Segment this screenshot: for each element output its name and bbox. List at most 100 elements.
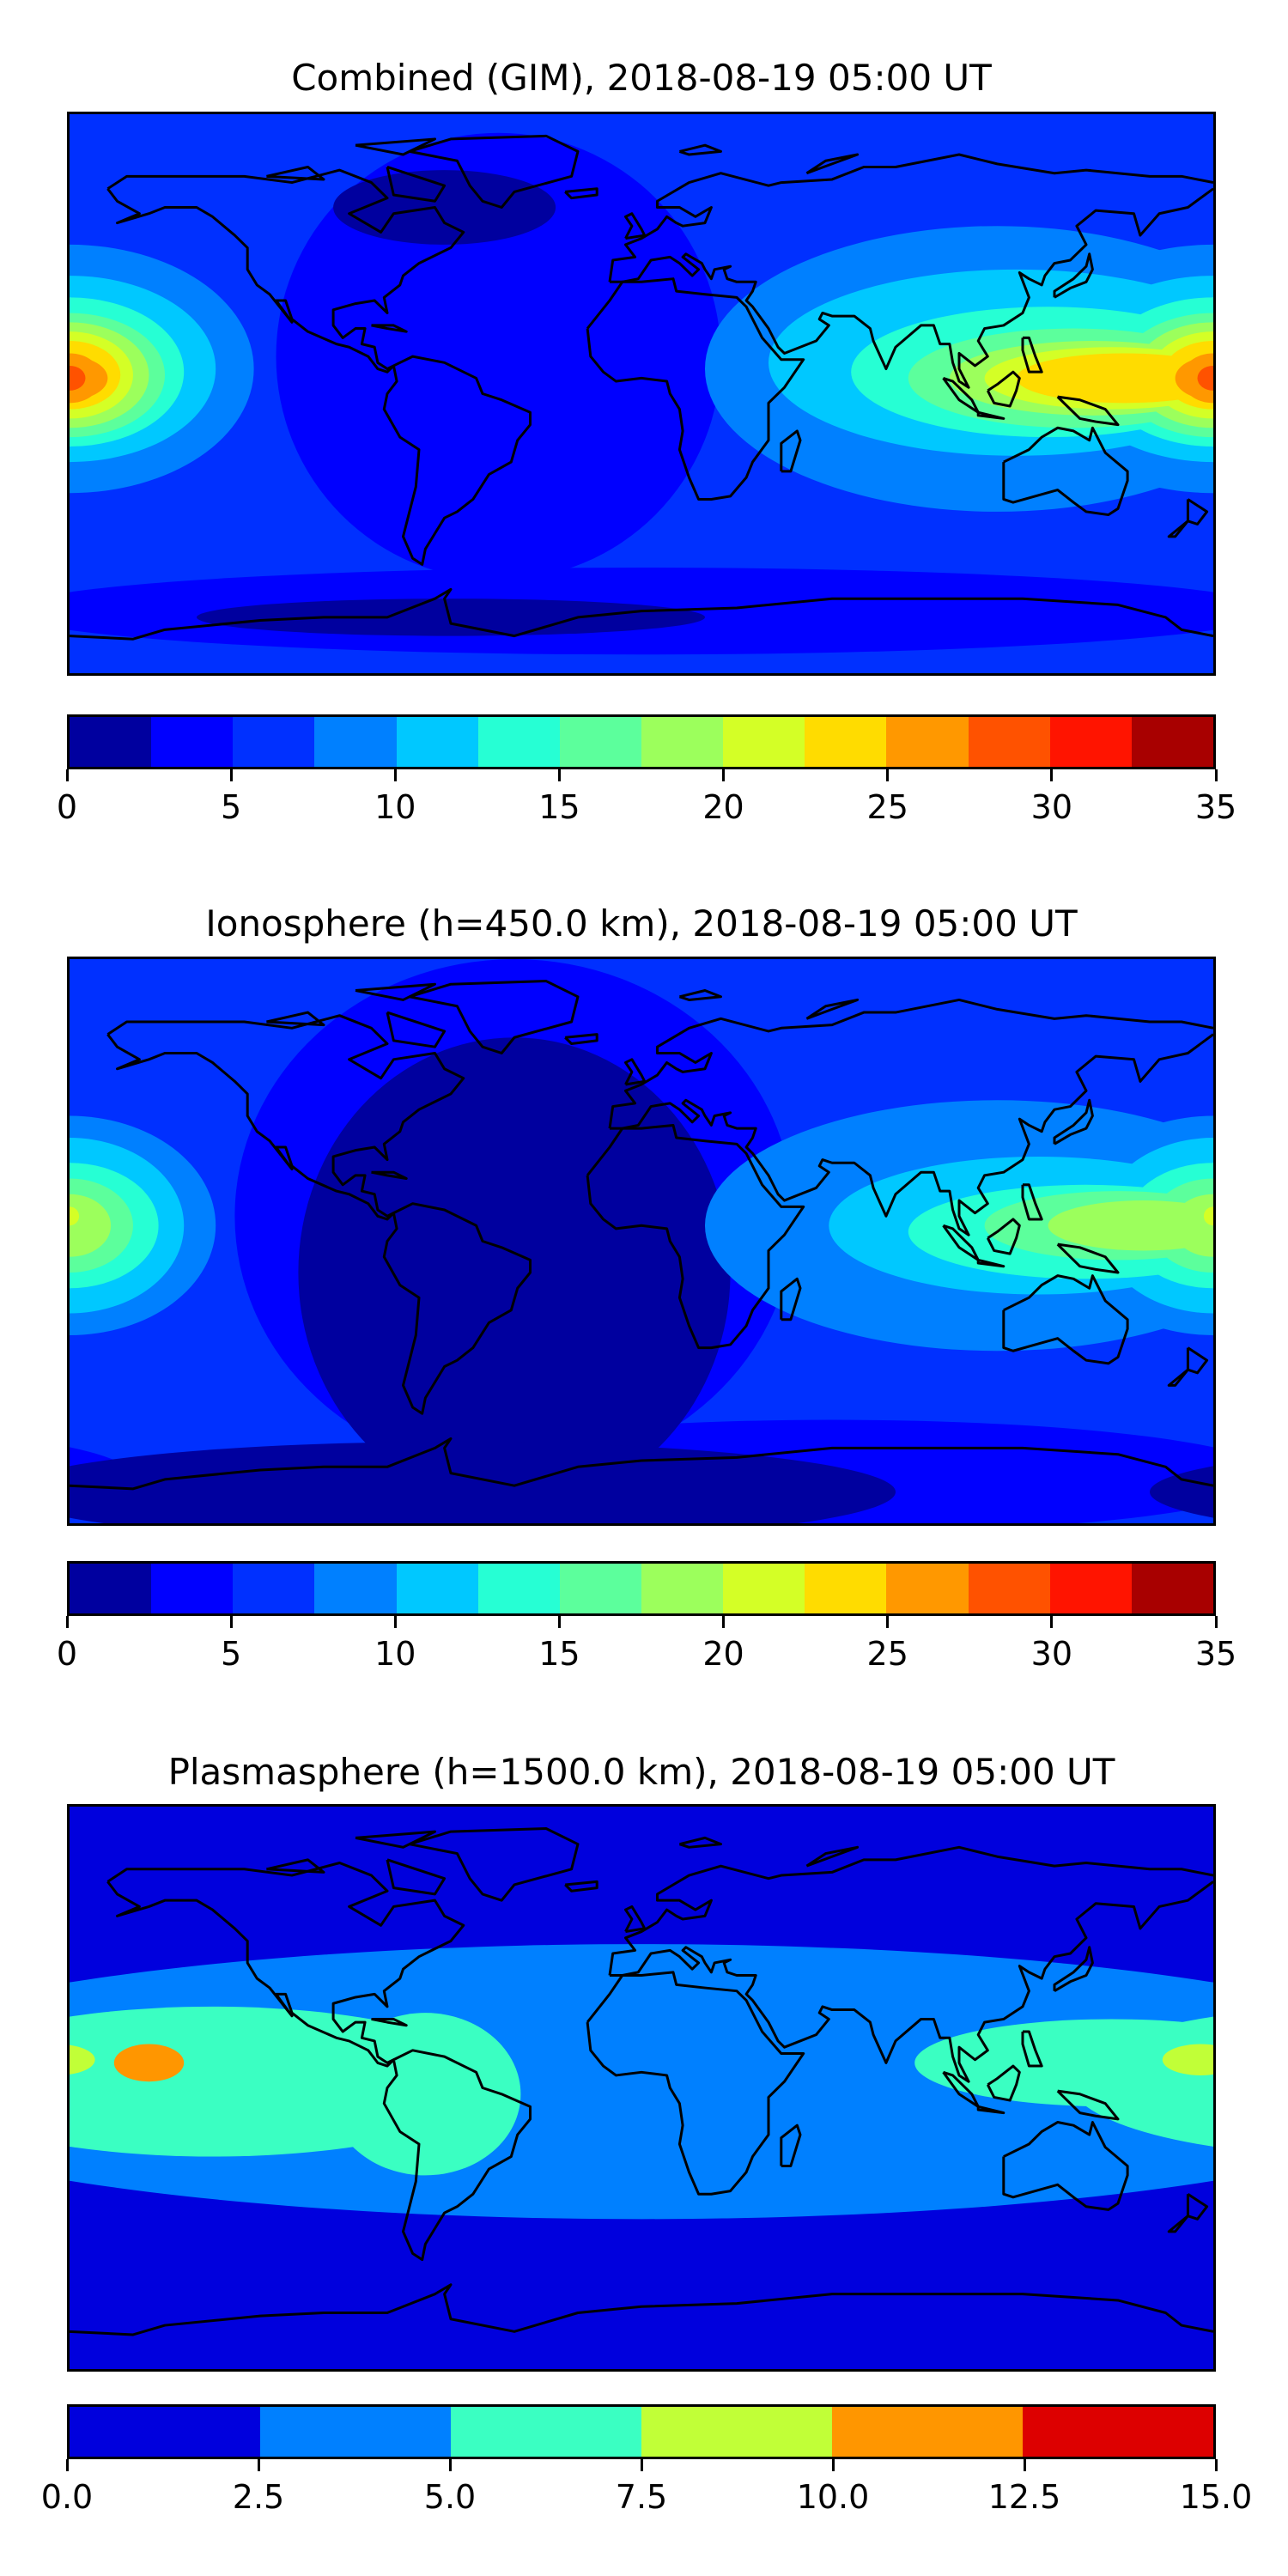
coastline xyxy=(978,2106,1004,2112)
coastline xyxy=(610,1035,1213,1236)
contour-level-7 xyxy=(1171,1194,1213,1257)
colorbar-tick-label: 7.5 xyxy=(615,2478,668,2516)
coastline xyxy=(806,155,857,173)
coastline xyxy=(410,1828,578,1900)
contour-level-0 xyxy=(70,1442,896,1523)
coastline xyxy=(107,170,463,372)
coastline xyxy=(266,167,324,179)
coastline xyxy=(565,1881,597,1891)
contour-level-4 xyxy=(113,2044,185,2082)
contour-level-11 xyxy=(70,365,86,391)
colorbar-ticks-plasmasphere: 0.0 2.5 5.0 7.5 10.0 12.5 15.0 xyxy=(41,2459,1252,2528)
coastline xyxy=(70,1438,1213,1488)
coastline xyxy=(1169,1370,1188,1385)
coastline xyxy=(1058,2091,1118,2119)
colorbar-tick-mark xyxy=(886,769,890,781)
coastline xyxy=(978,412,1004,418)
colorbar-tick-mark xyxy=(1214,2459,1218,2471)
colorbar-tick-mark xyxy=(557,1616,561,1628)
colorbar-tick-mark xyxy=(640,2459,643,2471)
coastline xyxy=(1169,2216,1188,2232)
coastline xyxy=(978,1260,1004,1266)
contour-level-8 xyxy=(70,1206,80,1226)
colorbar-tick-mark xyxy=(257,2459,260,2471)
coastline xyxy=(610,1847,1213,1975)
coastline xyxy=(372,325,407,331)
contour-level-8 xyxy=(1203,1206,1213,1226)
coastline xyxy=(944,378,979,412)
coastline xyxy=(107,1863,463,2067)
coastline xyxy=(410,981,578,1054)
colorbar-tick-mark xyxy=(65,769,69,781)
coastline xyxy=(587,1125,804,1347)
colorbar-plasmasphere xyxy=(67,2404,1216,2459)
coastline xyxy=(1054,1947,1092,1991)
coastline xyxy=(626,214,645,239)
colorbar-tick-mark xyxy=(65,1616,69,1628)
contour-level-0 xyxy=(197,598,705,636)
colorbar-ionosphere xyxy=(67,1561,1216,1616)
coastline xyxy=(387,1860,445,1894)
colorbar-tick-mark xyxy=(448,2459,452,2471)
colorbar-tick-mark xyxy=(1050,769,1054,781)
coastline xyxy=(372,1172,407,1178)
contour-level-0 xyxy=(298,1037,731,1508)
colorbar-tick-mark xyxy=(722,1616,726,1628)
coastline xyxy=(987,2066,1019,2100)
coastline xyxy=(565,189,597,198)
contour-level-1 xyxy=(70,1944,1213,2220)
colorbar-tick-label: 20 xyxy=(702,788,744,826)
colorbar-segment-10 xyxy=(886,717,969,767)
colorbar-segment-5 xyxy=(477,717,560,767)
colorbar-segment-4 xyxy=(832,2407,1023,2457)
coastline xyxy=(384,1204,530,1414)
coastline xyxy=(1023,337,1042,372)
colorbar-tick-mark xyxy=(831,2459,835,2471)
colorbar-segment-13 xyxy=(1131,1564,1213,1613)
colorbar-segment-9 xyxy=(805,1564,887,1613)
colorbar-tick-mark xyxy=(229,1616,233,1628)
colorbar-tick-label: 10 xyxy=(374,1635,416,1673)
colorbar-tick-mark xyxy=(1214,1616,1218,1628)
colorbar-tick-label: 15.0 xyxy=(1179,2478,1253,2516)
chart-title-combined: Combined (GIM), 2018-08-19 05:00 UT xyxy=(291,57,992,99)
contour-level-0 xyxy=(1150,1466,1213,1518)
colorbar-segment-12 xyxy=(1049,1564,1132,1613)
colorbar-tick-mark xyxy=(229,769,233,781)
coastline xyxy=(266,1012,324,1025)
coastline xyxy=(355,984,435,999)
contour-level-7 xyxy=(1048,1200,1213,1251)
colorbar-tick-label: 35 xyxy=(1194,788,1237,826)
colorbar-segment-3 xyxy=(314,1564,397,1613)
colorbar-segment-2 xyxy=(233,1564,315,1613)
coastline xyxy=(1188,499,1206,524)
coastline xyxy=(587,1972,804,2194)
coastline xyxy=(587,279,804,500)
map-plasmasphere xyxy=(67,1804,1216,2372)
colorbar-tick-mark xyxy=(393,769,397,781)
contour-level-2 xyxy=(330,2013,521,2176)
colorbar-segment-0 xyxy=(70,1564,152,1613)
coastline xyxy=(679,991,720,1000)
coastline xyxy=(387,1012,445,1047)
colorbar-segment-0 xyxy=(70,2407,260,2457)
colorbar-segment-13 xyxy=(1131,717,1213,767)
coastline xyxy=(1058,1244,1118,1273)
colorbar-segment-1 xyxy=(260,2407,451,2457)
colorbar-ticks-combined: 0 5 10 15 20 25 30 35 xyxy=(57,769,1236,838)
colorbar-segment-2 xyxy=(233,717,315,767)
contour-level-7 xyxy=(70,1194,112,1257)
colorbar-segment-7 xyxy=(641,717,724,767)
colorbar-tick-label: 30 xyxy=(1030,1635,1073,1673)
coastline xyxy=(70,589,1213,639)
colorbar-tick-mark xyxy=(393,1616,397,1628)
colorbar-tick-label: 0.0 xyxy=(40,2478,94,2516)
coastline xyxy=(806,1847,857,1866)
coastline xyxy=(987,372,1019,406)
colorbar-segment-12 xyxy=(1049,717,1132,767)
colorbar-tick-label: 5.0 xyxy=(423,2478,477,2516)
colorbar-segment-11 xyxy=(968,1564,1050,1613)
map-plot xyxy=(70,1807,1213,2369)
colorbar-tick-mark xyxy=(722,769,726,781)
coastline xyxy=(1004,2123,1127,2210)
